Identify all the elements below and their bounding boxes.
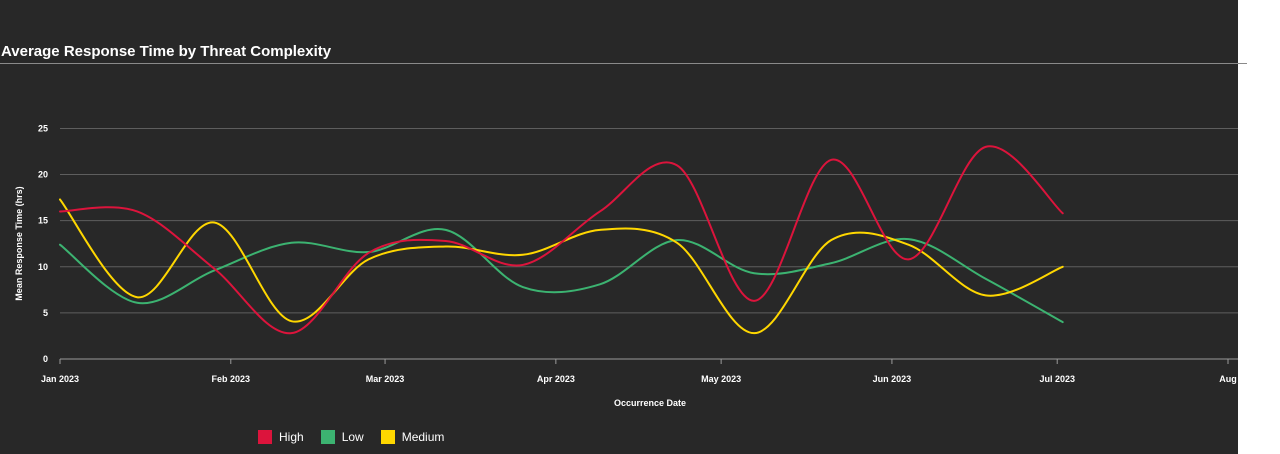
data-point-high[interactable] bbox=[56, 207, 64, 215]
x-tick-label: Mar 2023 bbox=[366, 374, 405, 384]
x-tick-label: Apr 2023 bbox=[537, 374, 575, 384]
series-lines bbox=[56, 143, 1067, 337]
y-tick-label: 0 bbox=[43, 354, 48, 364]
x-axis-title: Occurrence Date bbox=[614, 398, 686, 408]
data-point-medium[interactable] bbox=[596, 226, 604, 234]
y-tick-label: 25 bbox=[38, 123, 48, 133]
data-point-low[interactable] bbox=[596, 280, 604, 288]
legend-swatch bbox=[321, 430, 335, 444]
legend-label: Low bbox=[342, 430, 364, 444]
y-tick-label: 15 bbox=[38, 216, 48, 226]
data-point-high[interactable] bbox=[519, 261, 527, 269]
legend-swatch bbox=[258, 430, 272, 444]
series-low bbox=[56, 226, 1067, 326]
data-point-medium[interactable] bbox=[673, 239, 681, 247]
line-chart: 0 5 10 15 20 25 Jan 2023 Feb 2023 Mar 2023 Apr 20… bbox=[0, 0, 1238, 454]
legend: High Low Medium bbox=[258, 430, 444, 444]
x-tick-label: Feb 2023 bbox=[212, 374, 251, 384]
x-tick-label: Jul 2023 bbox=[1039, 374, 1075, 384]
data-point-low[interactable] bbox=[827, 259, 835, 267]
data-point-low[interactable] bbox=[56, 241, 64, 249]
data-point-high[interactable] bbox=[1059, 209, 1067, 217]
data-point-high[interactable] bbox=[365, 249, 373, 257]
data-point-medium[interactable] bbox=[750, 329, 758, 337]
y-tick-label: 20 bbox=[38, 170, 48, 180]
data-point-medium[interactable] bbox=[133, 293, 141, 301]
data-point-low[interactable] bbox=[287, 239, 295, 247]
data-point-medium[interactable] bbox=[982, 291, 990, 299]
x-tick-label: Jan 2023 bbox=[41, 374, 79, 384]
data-point-low[interactable] bbox=[442, 226, 450, 234]
data-point-high[interactable] bbox=[442, 237, 450, 245]
data-point-high[interactable] bbox=[210, 265, 218, 273]
x-tick-label: Jun 2023 bbox=[873, 374, 912, 384]
legend-item-low[interactable]: Low bbox=[321, 430, 364, 444]
data-point-medium[interactable] bbox=[1059, 263, 1067, 271]
legend-item-medium[interactable]: Medium bbox=[381, 430, 445, 444]
data-point-high[interactable] bbox=[287, 329, 295, 337]
data-point-low[interactable] bbox=[750, 269, 758, 277]
data-point-high[interactable] bbox=[750, 297, 758, 305]
data-point-medium[interactable] bbox=[904, 241, 912, 249]
data-point-high[interactable] bbox=[133, 207, 141, 215]
data-point-high[interactable] bbox=[827, 156, 835, 164]
data-point-low[interactable] bbox=[519, 283, 527, 291]
data-point-medium[interactable] bbox=[519, 251, 527, 259]
data-point-medium[interactable] bbox=[287, 317, 295, 325]
data-point-high[interactable] bbox=[982, 143, 990, 151]
data-point-high[interactable] bbox=[673, 161, 681, 169]
legend-item-high[interactable]: High bbox=[258, 430, 304, 444]
data-point-high[interactable] bbox=[904, 255, 912, 263]
x-tick-label: May 2023 bbox=[701, 374, 741, 384]
y-axis-title: Mean Response Time (hrs) bbox=[14, 186, 24, 300]
data-point-low[interactable] bbox=[1059, 318, 1067, 326]
data-point-low[interactable] bbox=[982, 275, 990, 283]
data-point-medium[interactable] bbox=[210, 219, 218, 227]
data-point-medium[interactable] bbox=[56, 195, 64, 203]
data-point-high[interactable] bbox=[596, 207, 604, 215]
y-tick-label: 10 bbox=[38, 262, 48, 272]
x-tick-label: Aug bbox=[1219, 374, 1237, 384]
y-tick-label: 5 bbox=[43, 308, 48, 318]
data-point-medium[interactable] bbox=[827, 236, 835, 244]
legend-swatch bbox=[381, 430, 395, 444]
legend-label: High bbox=[279, 430, 304, 444]
legend-label: Medium bbox=[402, 430, 445, 444]
axes: 0 5 10 15 20 25 Jan 2023 Feb 2023 Mar 2023 Apr 20… bbox=[38, 123, 1237, 384]
